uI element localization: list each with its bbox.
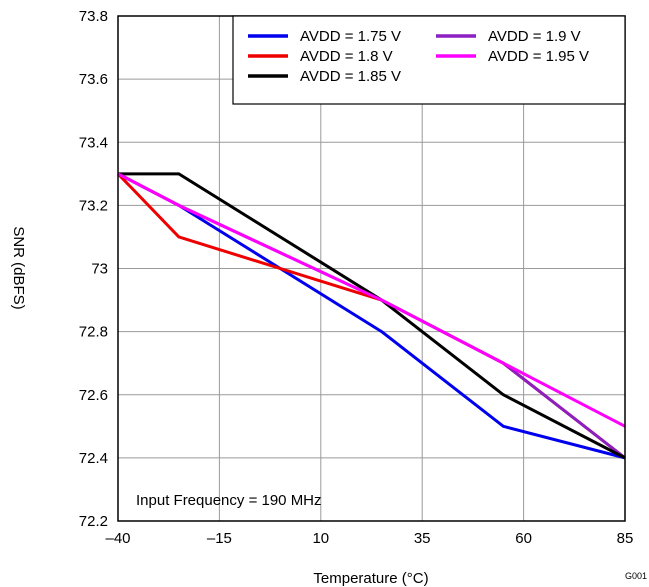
x-tick-label: 60 — [515, 530, 532, 547]
y-tick-label: 73 — [91, 261, 108, 278]
x-tick-label: 10 — [312, 530, 329, 547]
series-layer — [116, 172, 626, 460]
y-tick-label: 73.2 — [79, 197, 108, 214]
y-tick-label: 72.4 — [79, 450, 108, 467]
x-tick-labels: –40 –15 10 35 60 85 — [105, 530, 633, 547]
legend-label: AVDD = 1.85 V — [300, 68, 401, 85]
x-axis-title: Temperature (°C) — [313, 570, 428, 587]
x-tick-label: 35 — [414, 530, 431, 547]
y-tick-label: 73.8 — [79, 8, 108, 25]
x-tick-label: –40 — [105, 530, 130, 547]
y-tick-label: 72.8 — [79, 324, 108, 341]
legend-box — [232, 15, 626, 105]
y-tick-label: 73.4 — [79, 134, 108, 151]
y-tick-label: 72.2 — [79, 513, 108, 530]
y-tick-label: 72.6 — [79, 387, 108, 404]
y-axis-title: SNR (dBFS) — [10, 226, 27, 309]
x-tick-label: –15 — [207, 530, 232, 547]
x-tick-label: 85 — [617, 530, 634, 547]
legend-label: AVDD = 1.9 V — [488, 28, 581, 45]
y-tick-label: 73.6 — [79, 71, 108, 88]
y-tick-labels: 72.2 72.4 72.6 72.8 73 73.2 73.4 73.6 73.8 — [79, 8, 108, 530]
figure-code: G001 — [625, 571, 647, 581]
legend-label: AVDD = 1.95 V — [488, 48, 589, 65]
input-frequency-annotation: Input Frequency = 190 MHz — [136, 492, 322, 509]
series-line-5 — [117, 172, 626, 428]
legend-label: AVDD = 1.75 V — [300, 28, 401, 45]
legend: AVDD = 1.75 V AVDD = 1.8 V AVDD = 1.85 V AV… — [232, 15, 626, 105]
legend-label: AVDD = 1.8 V — [300, 48, 393, 65]
